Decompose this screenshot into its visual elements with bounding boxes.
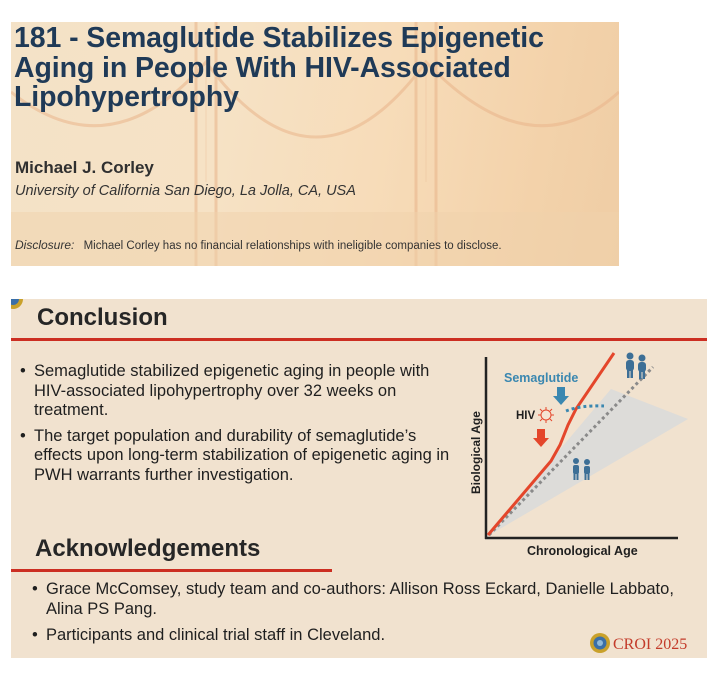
disclosure-label: Disclosure:	[15, 238, 75, 252]
disclosure-text: Michael Corley has no financial relation…	[83, 240, 502, 252]
x-axis-label: Chronological Age	[527, 544, 638, 558]
title-slide: 181 - Semaglutide Stabilizes Epigenetic …	[11, 22, 619, 266]
author-affiliation: University of California San Diego, La J…	[15, 183, 356, 199]
disclosure: Disclosure: Michael Corley has no financ…	[15, 238, 502, 252]
acknowledgements-heading: Acknowledgements	[35, 535, 261, 562]
heading-underline	[11, 338, 707, 341]
conclusion-bullets: Semaglutide stabilized epigenetic aging …	[20, 362, 450, 491]
author-name: Michael J. Corley	[15, 158, 154, 177]
conclusion-heading: Conclusion	[37, 304, 168, 331]
acknowledgements-bullets: Grace McComsey, study team and co-author…	[32, 580, 702, 653]
semaglutide-arrow-icon	[553, 387, 569, 405]
croi-logo: CROI 2025	[590, 633, 687, 653]
hiv-aging-trajectory	[486, 352, 616, 536]
people-icon	[573, 458, 590, 480]
elderly-people-icon	[626, 352, 646, 379]
epigenetic-aging-diagram: Semaglutide HIV Biological Age Chronolog…	[469, 352, 688, 558]
acknowledgement-bullet: Participants and clinical trial staff in…	[32, 626, 702, 646]
conference-logo-fragment-icon	[11, 299, 23, 309]
y-axis-label: Biological Age	[469, 411, 483, 494]
semaglutide-stabilized-trajectory	[565, 404, 605, 413]
bridge-background-image	[11, 22, 619, 266]
semaglutide-label: Semaglutide	[504, 371, 578, 385]
conclusion-bullet: The target population and durability of …	[20, 427, 450, 486]
virus-icon	[538, 407, 554, 423]
acknowledgement-bullet: Grace McComsey, study team and co-author…	[32, 580, 702, 619]
conclusion-slide: Conclusion Semaglutide stabilized epigen…	[11, 299, 707, 658]
conclusion-bullet: Semaglutide stabilized epigenetic aging …	[20, 362, 450, 421]
acknowledgements-underline	[11, 569, 332, 572]
hiv-arrow-icon	[533, 429, 549, 447]
croi-logo-text: CROI 2025	[613, 636, 687, 653]
hiv-label: HIV	[516, 410, 536, 422]
talk-title: 181 - Semaglutide Stabilizes Epigenetic …	[14, 22, 544, 113]
